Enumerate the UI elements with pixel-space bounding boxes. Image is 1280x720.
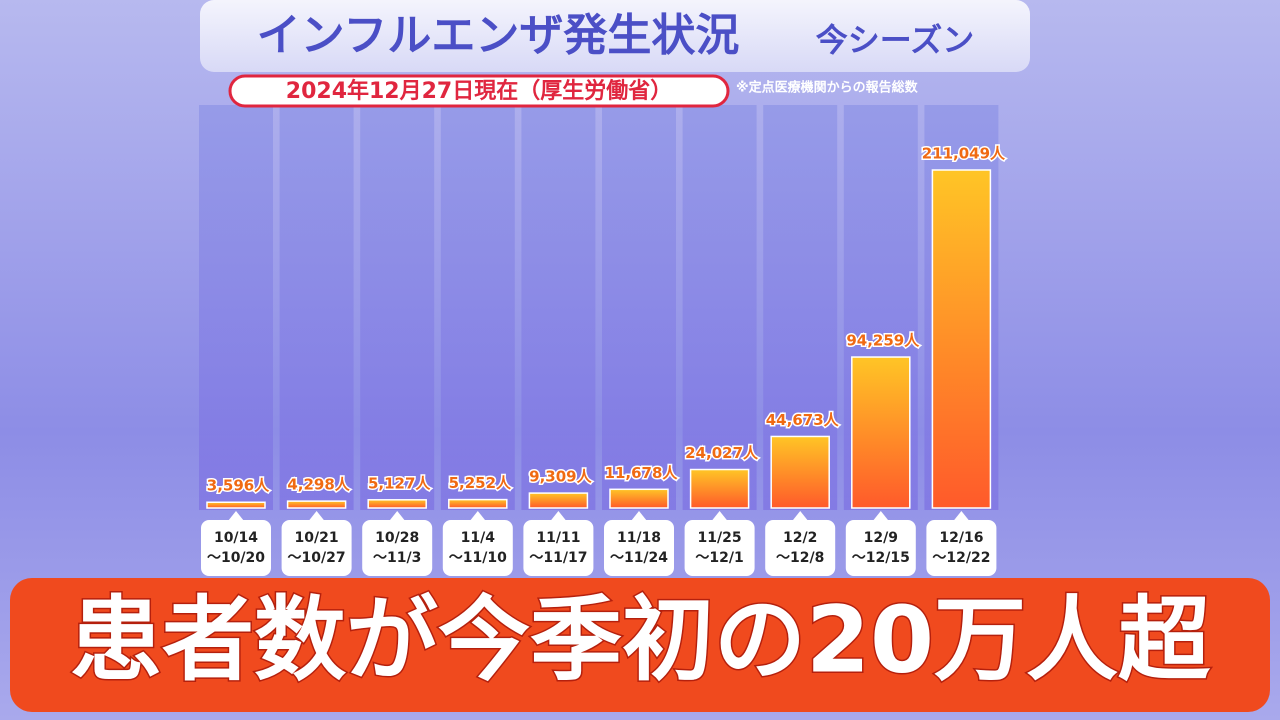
bar: [609, 488, 669, 509]
category-box: [604, 520, 674, 576]
value-label: 9,309人: [529, 468, 592, 486]
x-tick-label: 11/4 〜11/10: [449, 530, 507, 566]
value-label: 211,049人: [922, 145, 1006, 163]
value-label: 24,027人: [685, 444, 759, 462]
value-label: 11,678人: [605, 464, 679, 482]
bar: [770, 435, 830, 509]
category-pointer: [308, 511, 325, 521]
chart-title: インフルエンザ発生状況: [257, 10, 740, 61]
bar: [286, 500, 347, 509]
column-band: [360, 105, 435, 510]
x-tick-label: 12/16 〜12/22: [932, 530, 990, 566]
x-tick-label: 11/18 〜11/24: [610, 530, 668, 566]
category-pointer: [550, 511, 567, 521]
bar: [206, 501, 266, 509]
column-band: [279, 105, 354, 510]
chart-subtitle: 今シーズン: [816, 21, 974, 59]
x-tick-label: 10/14 〜10/20: [207, 530, 265, 566]
headline-banner: [10, 578, 1270, 712]
category-pointer: [389, 511, 406, 521]
column-band: [440, 105, 515, 510]
value-label: 3,596人: [207, 477, 270, 495]
category-box: [926, 520, 997, 576]
x-tick-label: 10/21 〜10/27: [288, 530, 346, 566]
bar: [931, 169, 992, 509]
category-box: [765, 520, 836, 576]
category-box: [442, 520, 513, 576]
bar: [851, 356, 911, 509]
category-pointer: [711, 511, 728, 521]
category-pointer: [872, 511, 889, 521]
headline: 患者数が今季初の20万人超: [70, 586, 1211, 693]
title-panel: [200, 0, 1030, 72]
category-pointer: [953, 511, 970, 521]
value-label: 5,127人: [368, 474, 431, 492]
column-band: [682, 105, 757, 510]
date-label: 2024年12月27日現在（厚生労働省）: [286, 78, 672, 104]
category-box: [523, 520, 594, 576]
category-pointer: [469, 511, 486, 521]
category-pointer: [228, 511, 244, 521]
x-tick-label: 11/25 〜12/1: [695, 530, 743, 566]
bar: [689, 468, 750, 509]
bar: [528, 492, 589, 509]
category-box: [362, 520, 433, 576]
category-pointer: [792, 511, 809, 521]
x-tick-label: 12/9 〜12/15: [852, 530, 910, 566]
note: ※定点医療機関からの報告総数: [736, 80, 919, 96]
column-band: [199, 105, 273, 510]
category-box: [201, 520, 271, 576]
category-box: [684, 520, 755, 576]
column-band: [602, 105, 676, 510]
category-pointer: [631, 511, 647, 521]
column-band: [521, 105, 596, 510]
category-box: [845, 520, 916, 576]
value-label: 5,252人: [449, 474, 512, 492]
category-box: [281, 520, 352, 576]
value-label: 94,259人: [846, 332, 920, 350]
x-tick-label: 12/2 〜12/8: [776, 530, 824, 566]
date-pill: [228, 74, 730, 108]
bar: [367, 499, 427, 509]
x-tick-label: 10/28 〜11/3: [373, 530, 421, 566]
value-label: 4,298人: [287, 476, 350, 494]
x-tick-label: 11/11 〜11/17: [529, 530, 587, 566]
value-label: 44,673人: [766, 411, 840, 429]
bar: [448, 498, 508, 509]
